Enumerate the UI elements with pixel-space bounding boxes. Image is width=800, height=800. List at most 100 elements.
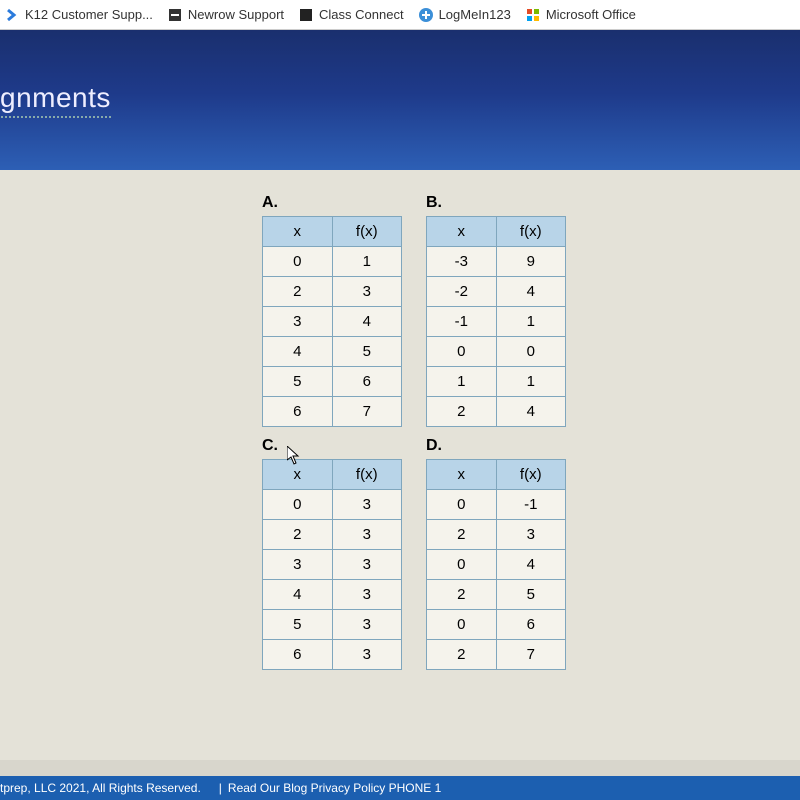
bookmark-classconnect[interactable]: Class Connect xyxy=(298,7,404,23)
footer-bar: tprep, LLC 2021, All Rights Reserved. | … xyxy=(0,776,800,800)
table-cell: 7 xyxy=(496,640,566,670)
bookmark-office[interactable]: Microsoft Office xyxy=(525,7,636,23)
column-header: x xyxy=(263,217,333,247)
bookmark-label: LogMeIn123 xyxy=(439,7,511,22)
column-header: x xyxy=(263,460,333,490)
table-cell: -3 xyxy=(427,247,497,277)
tables-grid: A.xf(x)012334455667B.xf(x)-39-24-1100112… xyxy=(262,194,800,670)
table-cell: 3 xyxy=(332,490,402,520)
table-label: A. xyxy=(262,194,402,212)
table-row: 24 xyxy=(427,397,566,427)
banner-title: gnments xyxy=(0,82,111,118)
table-row: 53 xyxy=(263,610,402,640)
table-cell: 2 xyxy=(427,397,497,427)
column-header: f(x) xyxy=(496,217,566,247)
table-row: 45 xyxy=(263,337,402,367)
table-row: 11 xyxy=(427,367,566,397)
table-cell: 2 xyxy=(427,640,497,670)
table-cell: 1 xyxy=(427,367,497,397)
table-cell: 4 xyxy=(496,397,566,427)
table-row: 63 xyxy=(263,640,402,670)
table-cell: 5 xyxy=(496,580,566,610)
table-cell: 6 xyxy=(496,610,566,640)
table-cell: 3 xyxy=(332,640,402,670)
table-cell: 4 xyxy=(496,550,566,580)
table-block-b: B.xf(x)-39-24-11001124 xyxy=(426,194,566,427)
table-cell: 1 xyxy=(332,247,402,277)
bookmarks-bar: K12 Customer Supp... Newrow Support Clas… xyxy=(0,0,800,30)
table-row: 01 xyxy=(263,247,402,277)
table-cell: 4 xyxy=(263,337,333,367)
table-cell: 3 xyxy=(496,520,566,550)
table-row: 23 xyxy=(427,520,566,550)
table-cell: 0 xyxy=(263,247,333,277)
bookmark-newrow[interactable]: Newrow Support xyxy=(167,7,284,23)
table-cell: 3 xyxy=(332,550,402,580)
table-label: B. xyxy=(426,194,566,212)
table-cell: 2 xyxy=(263,520,333,550)
circle-plus-icon xyxy=(418,7,434,23)
table-cell: 0 xyxy=(263,490,333,520)
table-cell: 4 xyxy=(263,580,333,610)
table-cell: 1 xyxy=(496,367,566,397)
table-block-c: C.xf(x)032333435363 xyxy=(262,437,402,670)
table-row: 34 xyxy=(263,307,402,337)
table-cell: 3 xyxy=(332,277,402,307)
footer-copyright: tprep, LLC 2021, All Rights Reserved. xyxy=(0,781,213,795)
table-row: 27 xyxy=(427,640,566,670)
footer-separator: | xyxy=(213,781,228,795)
table-cell: 4 xyxy=(496,277,566,307)
table-row: -24 xyxy=(427,277,566,307)
table-label: D. xyxy=(426,437,566,455)
table-cell: 7 xyxy=(332,397,402,427)
column-header: f(x) xyxy=(496,460,566,490)
table-cell: 3 xyxy=(263,550,333,580)
table-cell: 2 xyxy=(427,520,497,550)
table-row: -39 xyxy=(427,247,566,277)
table-block-d: D.xf(x)0-12304250627 xyxy=(426,437,566,670)
column-header: f(x) xyxy=(332,217,402,247)
table-cell: 5 xyxy=(332,337,402,367)
table-row: 03 xyxy=(263,490,402,520)
table-cell: 3 xyxy=(332,610,402,640)
table-cell: 3 xyxy=(332,580,402,610)
bookmark-label: Class Connect xyxy=(319,7,404,22)
footer-links[interactable]: Read Our Blog Privacy Policy PHONE 1 xyxy=(228,781,441,795)
chevron-icon xyxy=(4,7,20,23)
table-row: 23 xyxy=(263,277,402,307)
table-row: 0-1 xyxy=(427,490,566,520)
table-cell: 1 xyxy=(496,307,566,337)
function-table: xf(x)0-12304250627 xyxy=(426,459,566,670)
column-header: x xyxy=(427,217,497,247)
table-cell: 6 xyxy=(263,397,333,427)
table-cell: 0 xyxy=(427,337,497,367)
table-cell: 3 xyxy=(263,307,333,337)
table-cell: 5 xyxy=(263,610,333,640)
table-block-a: A.xf(x)012334455667 xyxy=(262,194,402,427)
table-row: -11 xyxy=(427,307,566,337)
table-cell: 4 xyxy=(332,307,402,337)
table-row: 04 xyxy=(427,550,566,580)
bookmark-k12[interactable]: K12 Customer Supp... xyxy=(4,7,153,23)
table-row: 43 xyxy=(263,580,402,610)
square-dash-icon xyxy=(167,7,183,23)
table-row: 23 xyxy=(263,520,402,550)
table-label: C. xyxy=(262,437,402,455)
table-cell: 6 xyxy=(263,640,333,670)
table-row: 25 xyxy=(427,580,566,610)
table-cell: 0 xyxy=(496,337,566,367)
square-icon xyxy=(298,7,314,23)
table-row: 00 xyxy=(427,337,566,367)
column-header: x xyxy=(427,460,497,490)
table-cell: 5 xyxy=(263,367,333,397)
bookmark-label: K12 Customer Supp... xyxy=(25,7,153,22)
function-table: xf(x)012334455667 xyxy=(262,216,402,427)
table-cell: 3 xyxy=(332,520,402,550)
table-row: 06 xyxy=(427,610,566,640)
bookmark-label: Newrow Support xyxy=(188,7,284,22)
bookmark-logmein[interactable]: LogMeIn123 xyxy=(418,7,511,23)
table-cell: 6 xyxy=(332,367,402,397)
content-area: A.xf(x)012334455667B.xf(x)-39-24-1100112… xyxy=(0,170,800,760)
page-banner: gnments xyxy=(0,30,800,170)
column-header: f(x) xyxy=(332,460,402,490)
